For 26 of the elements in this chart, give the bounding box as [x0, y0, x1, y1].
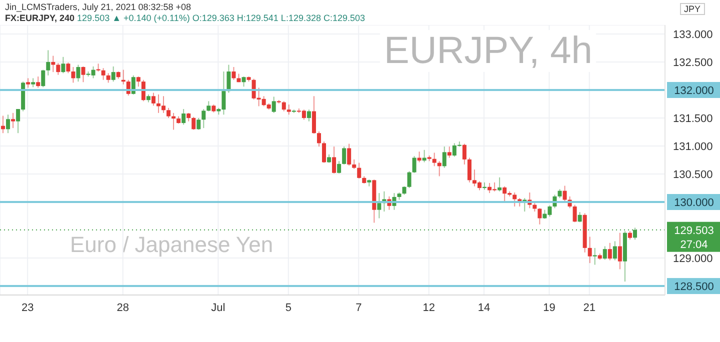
text: Jin_LCMSTraders, July 21, 2021 08:32:58 +08 — [5, 2, 192, 12]
x-tick-label: 19 — [543, 302, 556, 314]
text: 27:04 — [680, 238, 708, 251]
ref-line-label: 132.000 — [674, 84, 714, 97]
x-tick-label: 21 — [583, 302, 596, 314]
annotation: Euro / Japanese Yen — [70, 232, 274, 257]
ref-line-label: 130.000 — [674, 197, 714, 210]
y-axis-title: JPY — [680, 3, 705, 15]
y-tick-label: 130.500 — [673, 168, 713, 181]
y-tick-label: 129.000 — [673, 252, 713, 265]
chart-subtitle: 129.503 ▲ +0.140 (+0.11%) O:129.363 H:129.541 L:129.328 C:129.503 — [77, 13, 366, 23]
x-tick-label: 12 — [422, 302, 435, 314]
ref-line-label: 129.503 — [674, 224, 714, 237]
ref-line-label: 128.500 — [674, 281, 714, 294]
x-tick-label: 23 — [21, 302, 34, 314]
x-tick-label: 7 — [356, 302, 362, 314]
y-tick-label: 132.500 — [673, 56, 713, 69]
y-tick-label: 131.000 — [673, 140, 713, 153]
y-tick-label: 133.000 — [673, 28, 713, 41]
x-tick-label: 14 — [478, 302, 490, 314]
chart-title: FX:EURJPY, 240 — [5, 13, 75, 23]
x-tick-label: 5 — [285, 302, 292, 314]
x-tick-label: 28 — [116, 302, 130, 314]
x-tick-label: Jul — [211, 302, 226, 314]
y-tick-label: 131.500 — [673, 112, 713, 125]
annotation: EURJPY, 4h — [380, 30, 596, 72]
